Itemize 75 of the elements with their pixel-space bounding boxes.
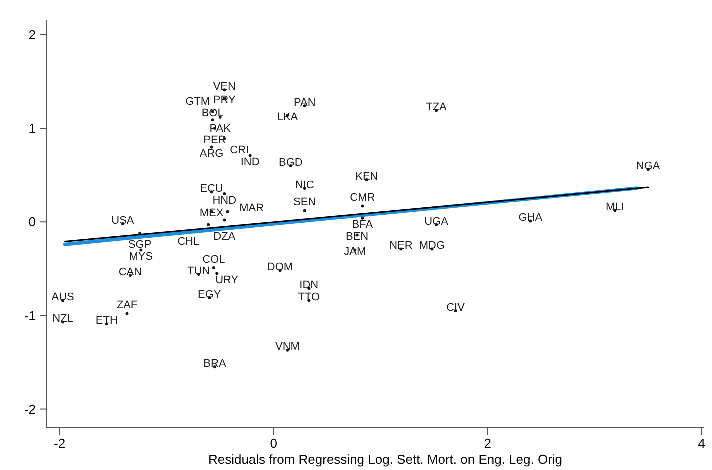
data-label: MDG <box>419 240 446 252</box>
data-label: BOL <box>202 108 224 120</box>
data-label: PER <box>204 134 226 146</box>
data-label: DZA <box>214 231 236 244</box>
point <box>140 248 143 252</box>
x-tick-label: -2 <box>54 436 66 451</box>
data-label: COL <box>202 254 226 266</box>
point <box>248 154 252 158</box>
data-label: IDN <box>300 279 319 292</box>
point <box>223 218 226 222</box>
data-label: BGD <box>279 156 303 169</box>
point <box>210 146 214 149</box>
data-label: ZAF <box>116 300 138 312</box>
point <box>207 223 210 226</box>
data-label: AUS <box>52 292 74 304</box>
data-label: URY <box>216 274 240 286</box>
x-tick-label: 2 <box>484 436 492 451</box>
data-label: CAN <box>118 266 142 278</box>
data-label: PAN <box>294 96 316 109</box>
data-label: LKA <box>277 111 299 124</box>
data-label: MAR <box>240 202 264 215</box>
data-label: PAK <box>210 123 232 136</box>
point <box>223 192 226 196</box>
data-label: PRY <box>213 94 236 106</box>
data-label: ARG <box>200 148 224 160</box>
y-tick-label: 0 <box>28 214 36 230</box>
data-label: ECU <box>200 183 224 196</box>
data-label: NZL <box>52 313 74 326</box>
data-label: BEN <box>346 231 369 244</box>
point <box>303 209 306 212</box>
data-label: BRA <box>204 358 227 370</box>
x-tick-label: 0 <box>270 436 278 451</box>
data-label: EGY <box>198 288 222 301</box>
point <box>138 232 142 235</box>
data-label: NIC <box>295 179 314 192</box>
data-label: DOM <box>267 262 294 274</box>
data-label: CMR <box>350 192 376 204</box>
point <box>211 118 214 122</box>
data-label: ETH <box>96 314 118 327</box>
data-label: IND <box>240 156 260 169</box>
data-label: CRI <box>230 144 250 157</box>
point <box>361 216 364 220</box>
y-tick-label: 2 <box>28 28 36 43</box>
data-label: JAM <box>344 246 366 258</box>
data-label: MEX <box>200 208 224 220</box>
data-label: MYS <box>129 251 154 264</box>
data-label: TZA <box>426 102 448 114</box>
data-label: SGP <box>128 239 152 252</box>
y-tick-label: -1 <box>24 308 36 324</box>
data-label: NER <box>390 240 413 252</box>
data-label: GTM <box>186 96 210 108</box>
data-label: TUN <box>188 265 210 278</box>
x-axis-title: Residuals from Regressing Log. Sett. Mort. on Eng. Leg. Orig <box>208 452 563 467</box>
point <box>216 272 219 276</box>
y-tick-label: 1 <box>28 121 36 136</box>
data-label: HND <box>212 194 237 207</box>
data-label: CHL <box>178 236 200 248</box>
data-label: VEN <box>213 81 236 94</box>
point <box>361 204 364 208</box>
data-label: BFA <box>352 219 374 232</box>
data-label: KEN <box>356 170 378 183</box>
point <box>226 210 230 214</box>
point <box>212 266 216 270</box>
data-label: SEN <box>294 196 316 209</box>
data-label: GHA <box>518 212 544 224</box>
data-label: VNM <box>276 341 300 354</box>
point <box>126 312 129 316</box>
x-tick-label: 4 <box>698 436 706 451</box>
data-label: NGA <box>636 160 661 173</box>
data-label: UGA <box>424 216 450 228</box>
y-tick-label: -2 <box>24 402 36 417</box>
data-label: MLI <box>606 202 624 214</box>
data-label: TTO <box>298 292 320 304</box>
data-label: CIV <box>446 302 466 314</box>
data-label: USA <box>112 214 135 227</box>
